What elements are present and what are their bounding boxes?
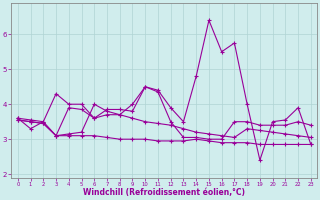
X-axis label: Windchill (Refroidissement éolien,°C): Windchill (Refroidissement éolien,°C) xyxy=(83,188,245,197)
